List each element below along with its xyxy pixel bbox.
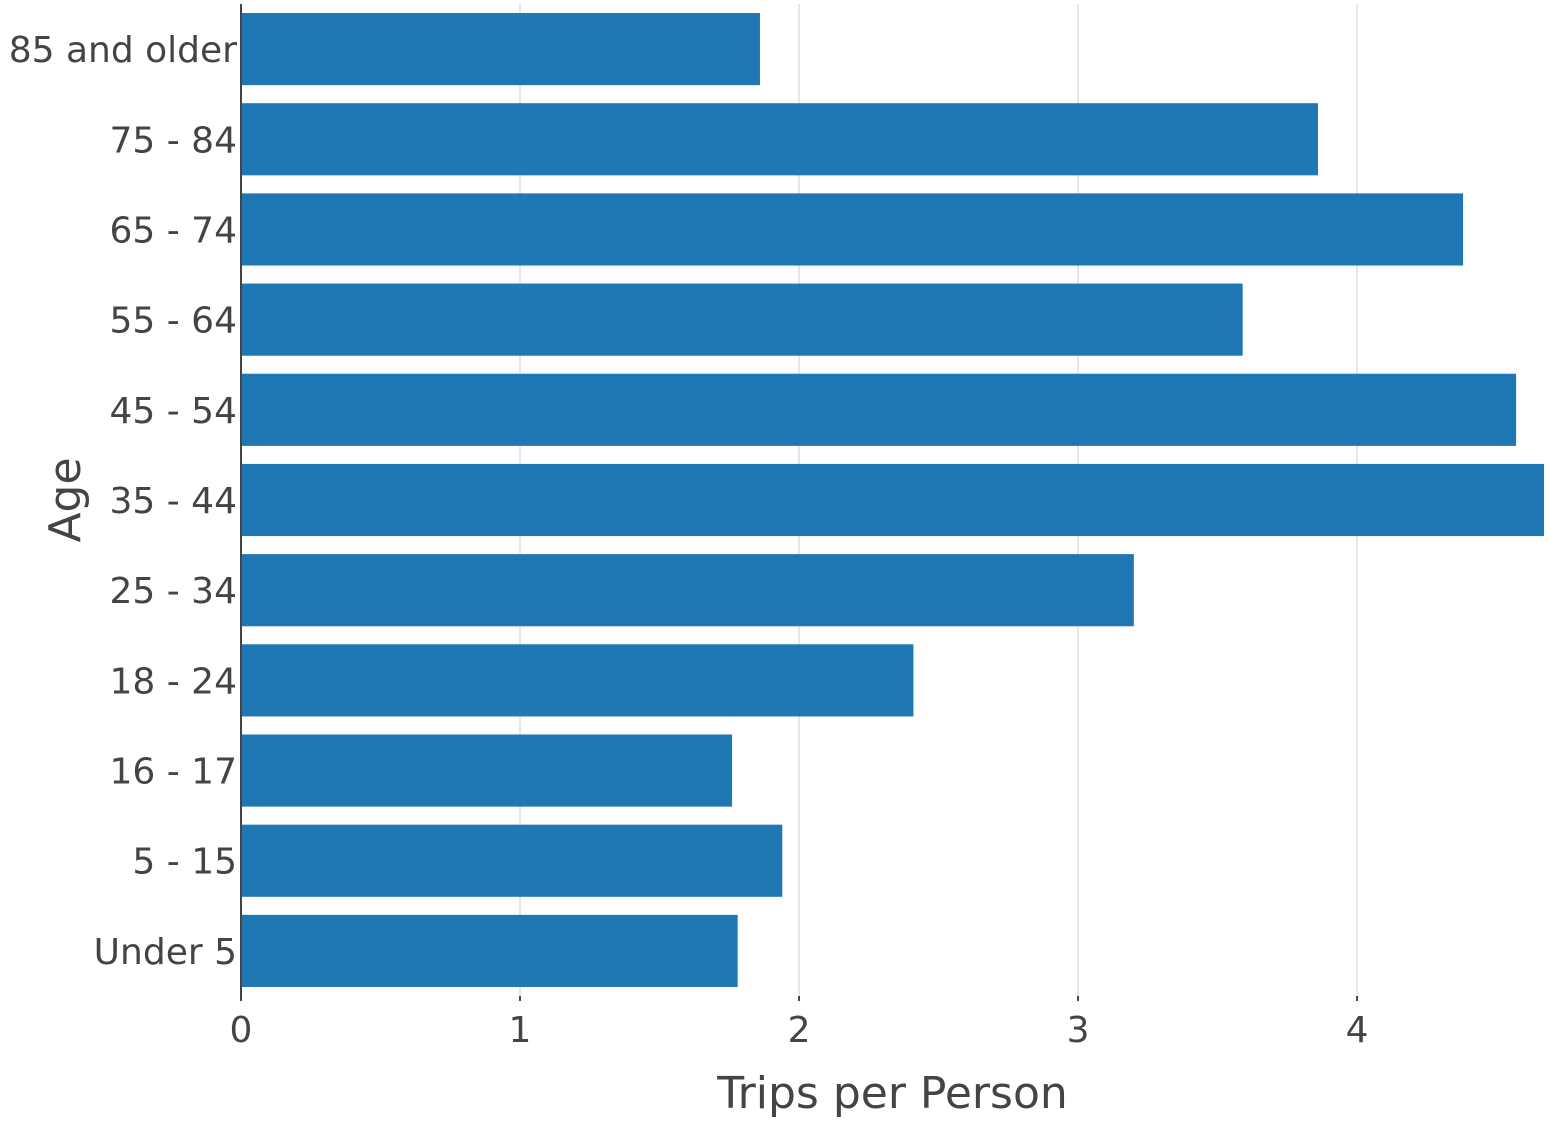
- x-tick-label: 4: [1346, 1010, 1369, 1051]
- bar: [241, 193, 1464, 266]
- y-axis-title: Age: [40, 457, 91, 542]
- bar: [241, 283, 1243, 356]
- y-tick-label: 35 - 44: [110, 481, 238, 522]
- bar: [241, 824, 783, 897]
- bar: [241, 914, 738, 987]
- y-tick-label: 65 - 74: [110, 210, 238, 251]
- bar: [241, 554, 1134, 627]
- bar: [241, 103, 1318, 176]
- y-tick-label: 55 - 64: [110, 301, 238, 342]
- x-tick-label: 0: [230, 1010, 253, 1051]
- y-tick-label: Under 5: [94, 932, 237, 973]
- y-tick-label: 5 - 15: [132, 842, 237, 883]
- x-axis-title: Trips per Person: [716, 1068, 1068, 1119]
- y-tick-label: 45 - 54: [110, 391, 238, 432]
- bar: [241, 373, 1517, 446]
- bar: [241, 13, 760, 86]
- x-tick-label: 2: [788, 1010, 811, 1051]
- bars: [241, 13, 1544, 987]
- bar: [241, 463, 1544, 537]
- y-tick-label: 85 and older: [9, 30, 237, 71]
- x-tick-label: 3: [1067, 1010, 1090, 1051]
- x-axis-ticks: 0 1 2 3 4: [230, 996, 1369, 1051]
- y-axis-ticks: Under 5 5 - 15 16 - 17 18 - 24 25 - 34 35 - 4…: [9, 30, 237, 973]
- y-tick-label: 75 - 84: [110, 120, 238, 161]
- y-tick-label: 25 - 34: [110, 571, 238, 612]
- bar: [241, 644, 914, 717]
- bar: [241, 734, 733, 807]
- y-tick-label: 18 - 24: [110, 661, 238, 702]
- x-tick-label: 1: [509, 1010, 532, 1051]
- y-tick-label: 16 - 17: [110, 752, 238, 793]
